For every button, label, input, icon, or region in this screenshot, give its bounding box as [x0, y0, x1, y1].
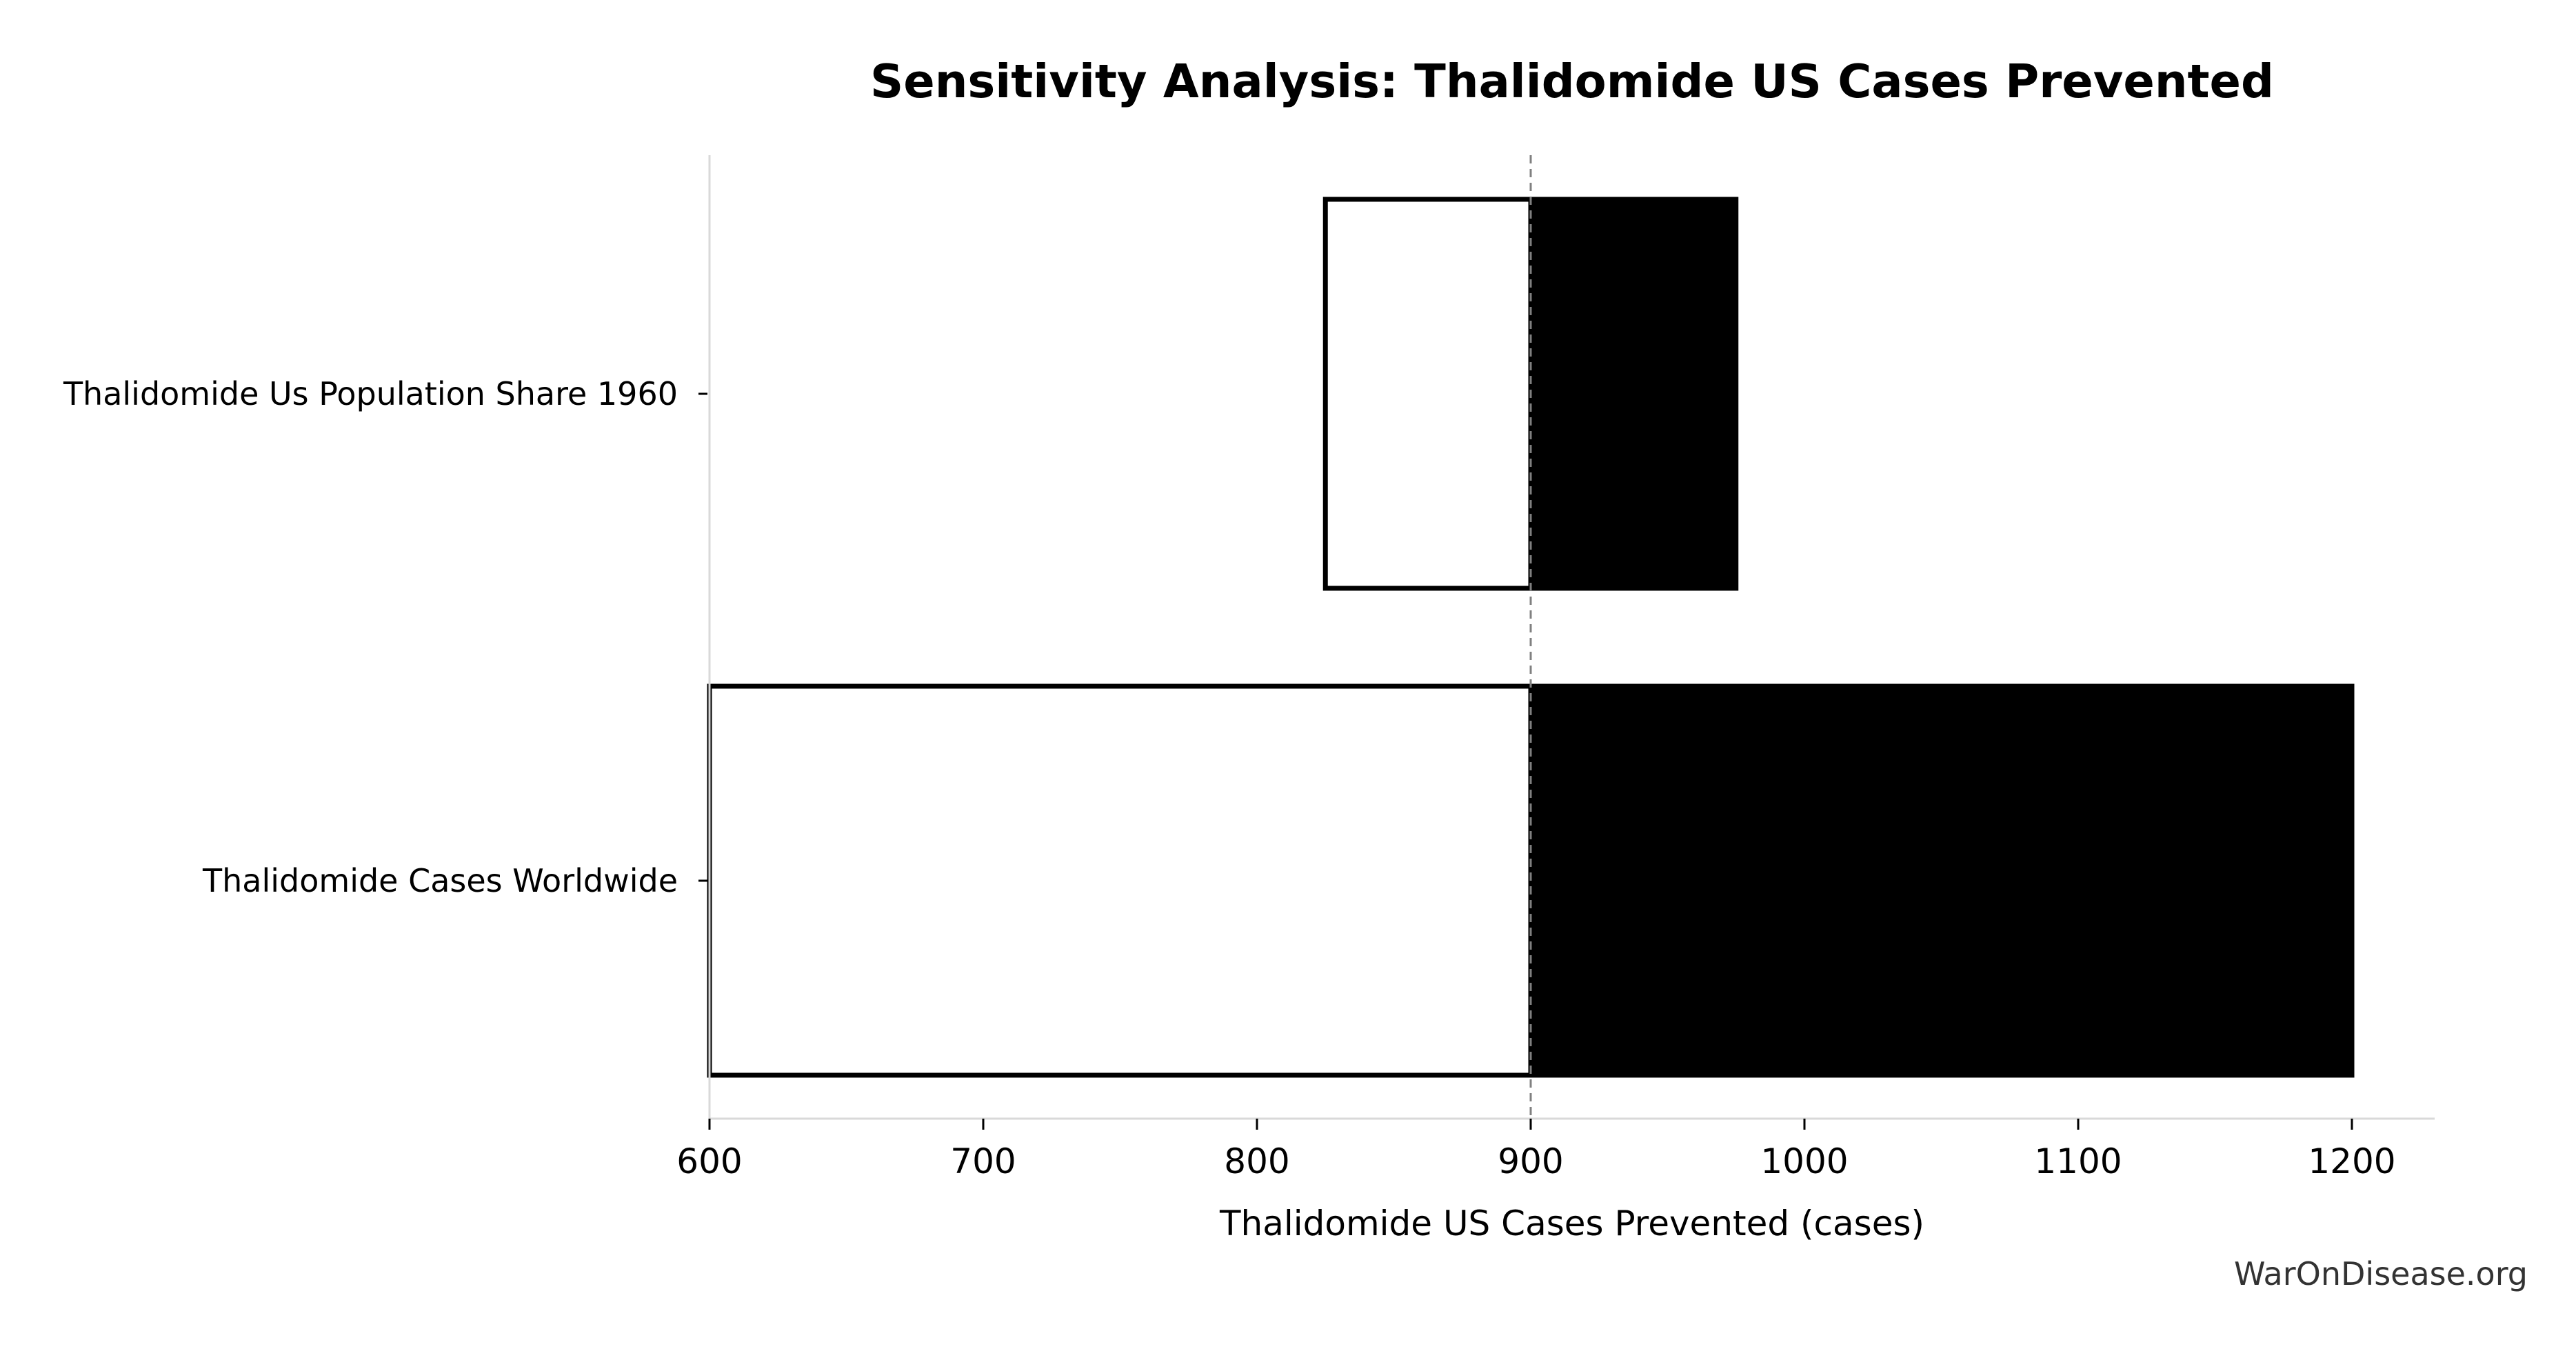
x-ticks-group: 600 700 800 900 1000 1100 1200: [676, 1119, 2396, 1181]
watermark: WarOnDisease.org: [2234, 1255, 2528, 1292]
x-tick-label: 1100: [2034, 1141, 2122, 1181]
x-tick-label: 1200: [2308, 1141, 2395, 1181]
bar-high-2: [1528, 683, 2355, 1078]
x-tick-label: 600: [676, 1141, 742, 1181]
x-tick-label: 800: [1224, 1141, 1289, 1181]
y-ticks-group: Thalidomide Us Population Share 1960 Thal…: [63, 375, 707, 899]
x-tick-label: 1000: [1760, 1141, 1848, 1181]
bar-low-1: [1322, 197, 1533, 591]
bar-high-1: [1528, 197, 1739, 591]
x-tick-label: 900: [1498, 1141, 1563, 1181]
x-axis-label: Thalidomide US Cases Prevented (cases): [1219, 1203, 1924, 1243]
bar-low-2: [707, 683, 1533, 1078]
y-tick-label: Thalidomide Us Population Share 1960: [63, 375, 678, 412]
chart-title: Sensitivity Analysis: Thalidomide US Cas…: [870, 54, 2274, 108]
bars-group: [707, 197, 2355, 1078]
x-tick-label: 700: [950, 1141, 1016, 1181]
y-tick-label: Thalidomide Cases Worldwide: [202, 862, 678, 899]
